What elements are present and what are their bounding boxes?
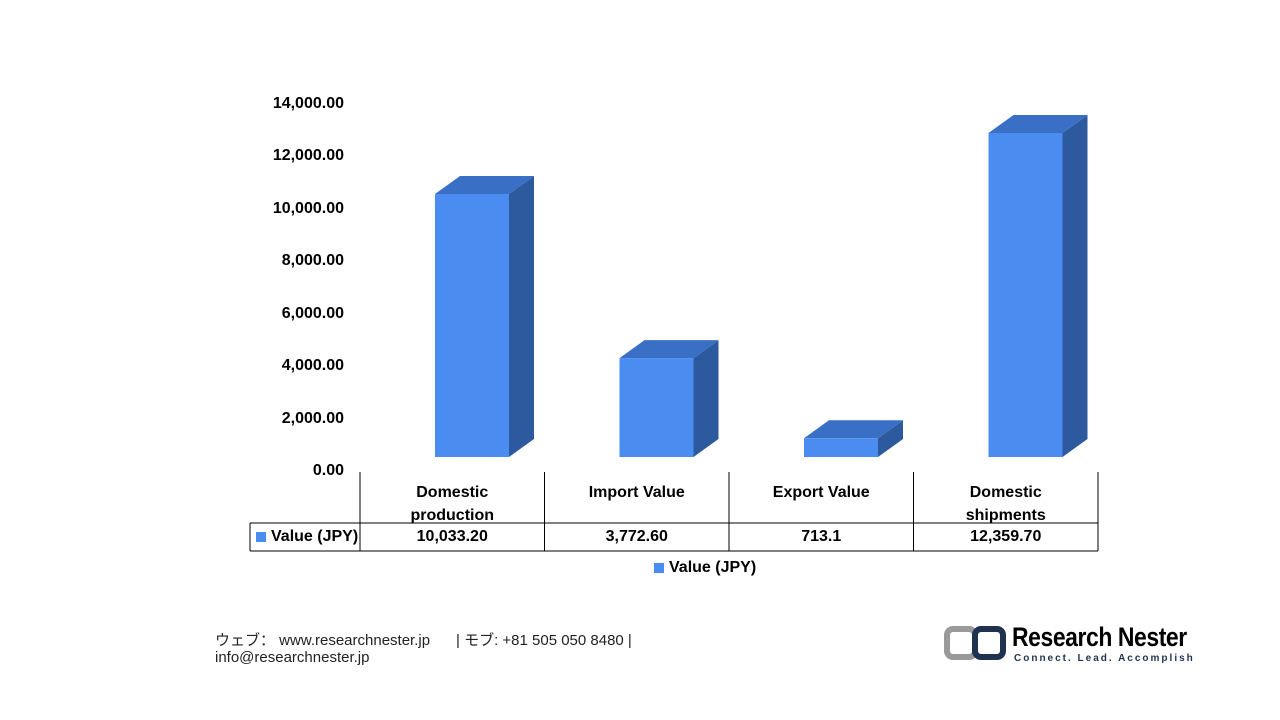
footer-email: info@researchnester.jp <box>215 649 370 666</box>
data-label: 10,033.20 <box>416 528 488 545</box>
y-tick-label: 12,000.00 <box>272 147 344 165</box>
y-tick-label: 10,000.00 <box>272 199 344 217</box>
logo-name: Research Nester <box>1012 622 1187 652</box>
bar-side <box>878 420 903 457</box>
legend-label: Value (JPY) <box>669 559 757 576</box>
data-label: 3,772.60 <box>605 528 668 545</box>
bar <box>804 438 878 457</box>
data-label: 12,359.70 <box>970 528 1042 545</box>
footer-web: ウェブ： www.researchnester.jp <box>215 632 431 649</box>
bar-side <box>509 175 534 458</box>
bar <box>435 193 509 458</box>
y-tick-label: 0.00 <box>312 462 344 479</box>
bar-top <box>619 340 719 359</box>
x-tick-label: Import Value <box>588 484 685 501</box>
y-tick-label: 8,000.00 <box>281 252 344 270</box>
legend-swatch <box>654 563 664 573</box>
logo-tagline: Connect. Lead. Accomplish <box>1014 653 1195 664</box>
bar-side <box>693 340 719 457</box>
y-tick-label: 14,000.00 <box>272 95 344 112</box>
data-label: 713.1 <box>801 528 842 545</box>
table-series-name: Value (JPY) <box>271 528 359 545</box>
bar-top <box>804 420 903 439</box>
y-tick-label: 2,000.00 <box>281 409 344 427</box>
bar-side <box>1062 114 1088 457</box>
x-tick-label: Export Value <box>772 484 870 501</box>
logo-icon <box>944 626 1006 660</box>
y-tick-label: 6,000.00 <box>281 304 344 322</box>
y-tick-label: 4,000.00 <box>281 357 344 375</box>
bar-top <box>988 114 1088 133</box>
x-tick-label: Domestic shipments <box>965 484 1046 524</box>
footer-phone: | モブ: +81 505 050 8480 | <box>456 632 632 649</box>
bar <box>619 358 694 457</box>
x-tick-label: Domestic production <box>410 484 495 524</box>
bar <box>988 132 1063 457</box>
bar-top <box>435 175 534 194</box>
legend-swatch <box>256 532 266 542</box>
